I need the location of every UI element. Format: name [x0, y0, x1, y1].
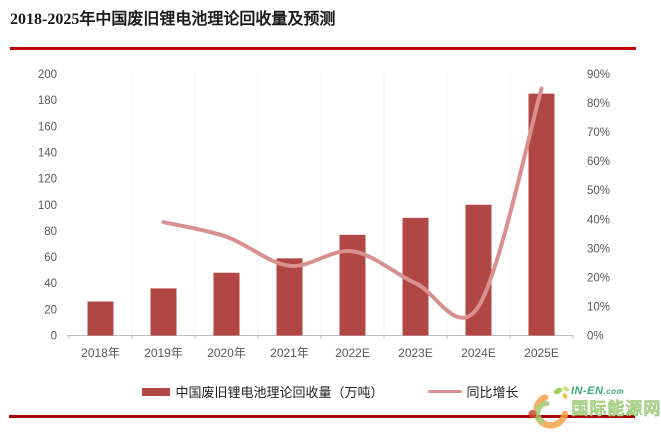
- figure-title: 2018-2025年中国废旧锂电池理论回收量及预测: [10, 11, 336, 28]
- x-axis-category-label: 2025E: [524, 346, 559, 360]
- bar-2025E: [528, 93, 555, 336]
- left-axis-tick-label: 160: [38, 121, 57, 133]
- x-axis-category-label: 2021年: [270, 346, 309, 360]
- bar-2019年: [150, 288, 177, 336]
- left-axis-tick-label: 20: [44, 304, 57, 316]
- bar-2018年: [87, 301, 114, 336]
- left-axis-tick-label: 0: [51, 331, 57, 343]
- x-axis-category-label: 2023E: [398, 346, 433, 360]
- left-axis-tick-label: 140: [38, 147, 57, 159]
- left-axis-tick-label: 200: [38, 69, 57, 81]
- x-axis-category-label: 2022E: [335, 346, 370, 360]
- top-divider-rule: [10, 47, 636, 50]
- bar-series-swatch-icon: [142, 387, 171, 396]
- left-axis-tick-label: 60: [44, 252, 57, 264]
- left-axis-tick-label: 120: [38, 174, 57, 186]
- legend-item-line-series: 同比增长: [427, 382, 519, 401]
- left-axis-tick-label: 100: [38, 200, 57, 212]
- right-axis-tick-label: 40%: [587, 214, 610, 226]
- in-en-logo-icon: [528, 386, 570, 429]
- right-axis-tick-label: 90%: [587, 69, 610, 81]
- x-axis-category-label: 2018年: [81, 346, 120, 360]
- line-series-label: 同比增长: [466, 385, 519, 400]
- in-en-watermark: IN-EN.com 国际能源网: [525, 384, 661, 433]
- right-axis-tick-label: 0%: [587, 331, 604, 343]
- x-axis-category-label: 2019年: [144, 346, 183, 360]
- left-axis-tick-label: 80: [44, 226, 57, 238]
- bar-2021年: [276, 258, 303, 336]
- right-axis-tick-label: 30%: [587, 243, 610, 255]
- bottom-divider-rule: [9, 415, 635, 418]
- right-axis-tick-label: 70%: [587, 127, 610, 139]
- bar-2020年: [213, 272, 240, 336]
- left-axis-tick-label: 40: [44, 278, 57, 290]
- line-series-swatch-icon: [427, 389, 462, 394]
- right-axis-tick-label: 20%: [587, 272, 610, 284]
- right-axis-tick-label: 10%: [587, 301, 610, 313]
- watermark-site-url: IN-EN.com: [571, 385, 625, 397]
- left-axis-tick-label: 180: [38, 95, 57, 107]
- right-axis-tick-label: 80%: [587, 98, 610, 110]
- watermark-site-name: 国际能源网: [571, 399, 661, 418]
- right-axis-tick-label: 50%: [587, 185, 610, 197]
- chart-legend: 中国废旧锂电池理论回收量（万吨） 同比增长: [0, 382, 661, 401]
- x-axis-category-label: 2020年: [207, 346, 246, 360]
- right-axis-tick-label: 60%: [587, 156, 610, 168]
- bar-series-label: 中国废旧锂电池理论回收量（万吨）: [175, 385, 384, 400]
- watermark-text: IN-EN.com 国际能源网: [571, 384, 661, 418]
- x-axis-category-label: 2024E: [461, 346, 496, 360]
- growth-rate-line: [161, 86, 544, 320]
- legend-item-bar-series: 中国废旧锂电池理论回收量（万吨）: [142, 382, 384, 401]
